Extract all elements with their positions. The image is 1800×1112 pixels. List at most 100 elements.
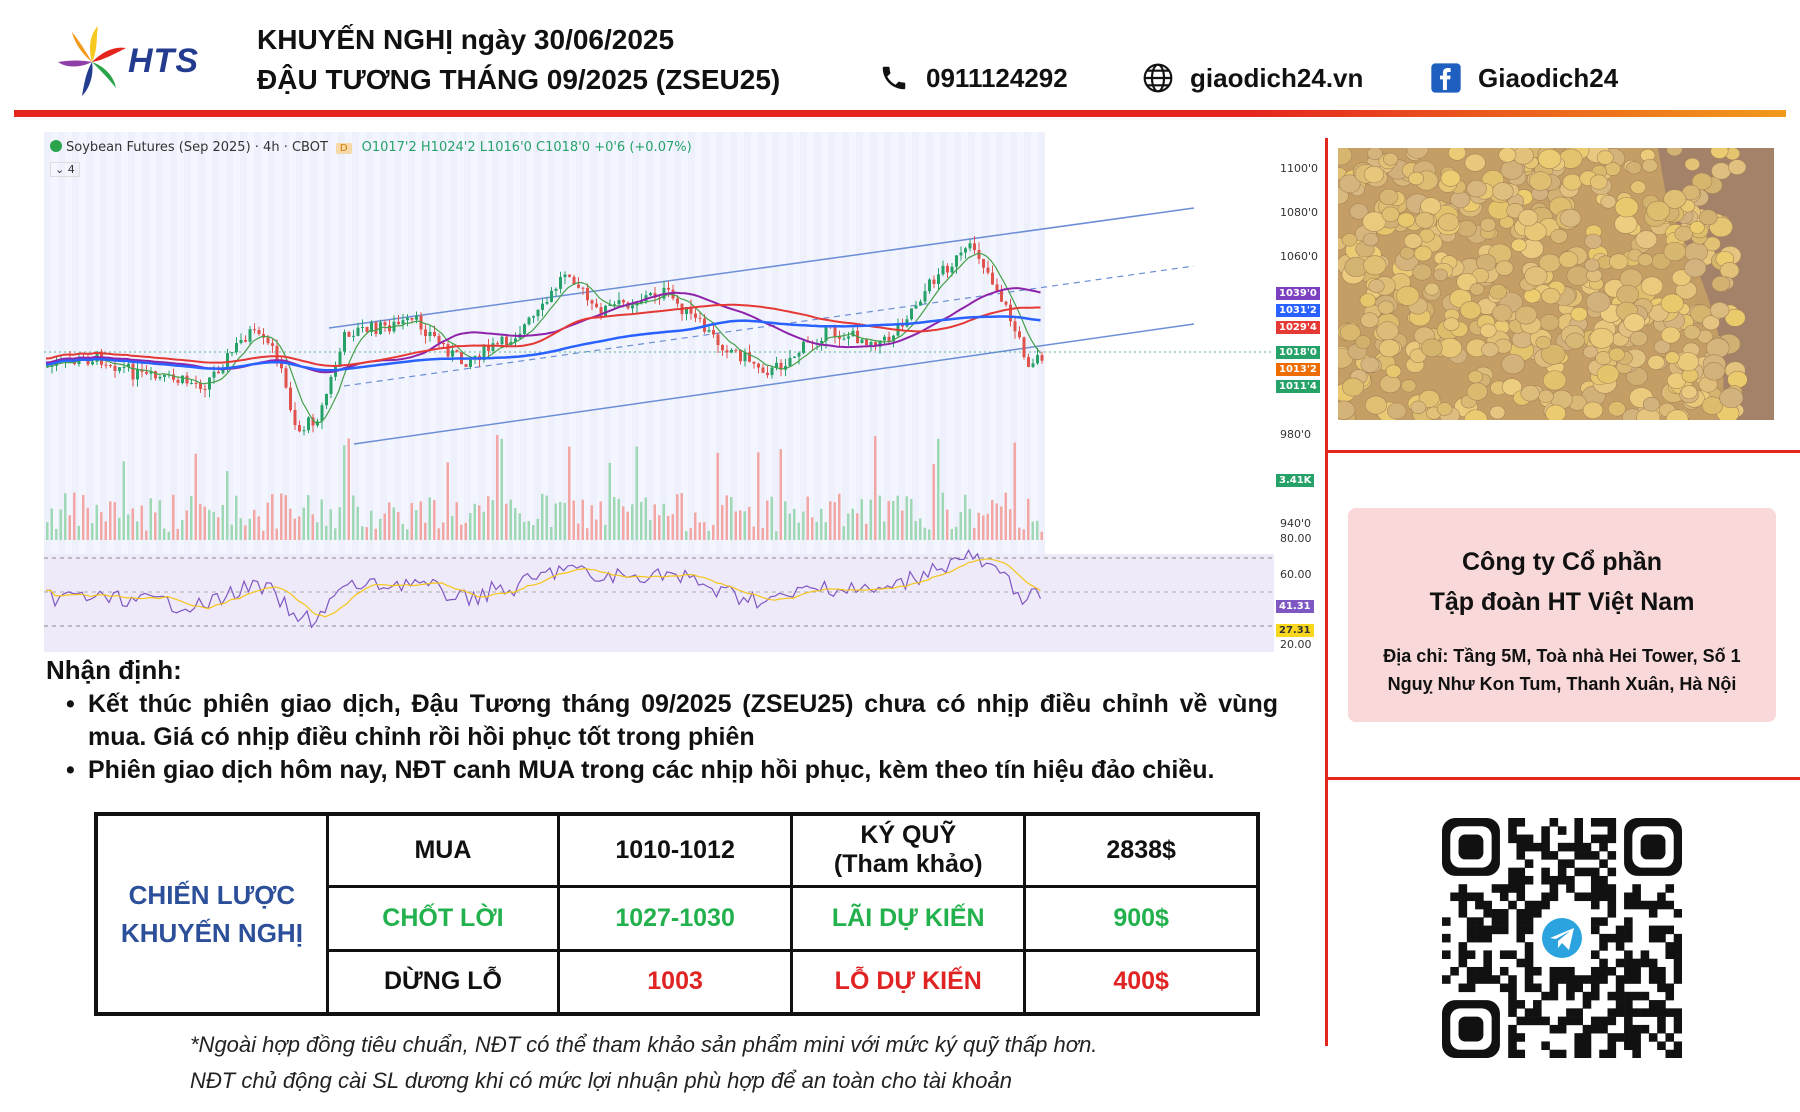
- price-label: 1031'2: [1276, 304, 1320, 317]
- qr-module: [1508, 950, 1517, 959]
- volume-bar: [208, 509, 211, 540]
- session-band: [212, 132, 219, 652]
- volume-bar: [500, 438, 503, 540]
- telegram-qr-code[interactable]: [1442, 818, 1682, 1058]
- volume-bar: [847, 513, 850, 540]
- qr-module: [1516, 1016, 1526, 1026]
- price-label: 1013'2: [1276, 363, 1320, 376]
- qr-module: [1516, 818, 1526, 827]
- volume-bar: [811, 517, 814, 540]
- soybean: [1410, 400, 1427, 414]
- volume-bar: [136, 521, 139, 540]
- qr-module: [1549, 983, 1559, 993]
- qr-module: [1582, 1000, 1592, 1009]
- candle-body: [865, 339, 868, 345]
- qr-module: [1483, 900, 1492, 910]
- qr-module: [1508, 1008, 1517, 1017]
- session-band: [380, 132, 387, 652]
- facebook-contact[interactable]: Giaodich24: [1428, 60, 1618, 96]
- volume-bar: [712, 524, 715, 540]
- volume-bar: [122, 461, 125, 540]
- photo-overlay: [1338, 148, 1774, 420]
- volume-bar: [878, 495, 881, 540]
- candle-body: [901, 324, 904, 327]
- soybean: [1684, 258, 1707, 278]
- soybean: [1338, 148, 1353, 166]
- qr-module: [1491, 925, 1501, 935]
- session-band: [1038, 132, 1045, 652]
- volume-bar: [64, 493, 67, 540]
- qr-module: [1607, 933, 1617, 943]
- soybean: [1364, 395, 1388, 415]
- candle-body: [487, 345, 490, 351]
- website-contact[interactable]: giaodich24.vn: [1140, 60, 1363, 96]
- qr-module: [1533, 1000, 1542, 1009]
- analysis-heading: Nhận định:: [46, 655, 182, 685]
- volume-bar: [100, 512, 103, 540]
- volume-bar: [887, 501, 890, 540]
- session-band: [436, 132, 443, 652]
- phone-contact[interactable]: 0911124292: [876, 60, 1068, 96]
- qr-module: [1607, 851, 1617, 860]
- qr-module: [1590, 991, 1600, 1001]
- candle-body: [739, 350, 742, 362]
- volume-bar: [581, 499, 584, 540]
- candle-body: [622, 300, 625, 303]
- qr-module: [1590, 975, 1600, 984]
- volume-bar: [532, 524, 535, 540]
- soybean: [1640, 276, 1664, 296]
- soybean: [1683, 325, 1701, 340]
- candle-body: [676, 298, 679, 304]
- soybean: [1433, 268, 1448, 282]
- session-band: [646, 132, 653, 652]
- candle-body: [1013, 321, 1017, 332]
- volume-bar: [293, 518, 296, 540]
- candle-body: [874, 342, 877, 347]
- qr-module: [1533, 842, 1542, 852]
- qr-module: [1590, 875, 1600, 885]
- price-label: 1039'0: [1276, 287, 1320, 300]
- session-band: [156, 132, 163, 652]
- candle-body: [860, 339, 864, 344]
- qr-module: [1499, 909, 1509, 918]
- qr-module: [1632, 900, 1641, 910]
- session-band: [856, 132, 863, 652]
- qr-module: [1541, 834, 1550, 844]
- qr-module: [1524, 925, 1534, 935]
- qr-module: [1475, 933, 1484, 943]
- price-label: 1011'4: [1276, 380, 1320, 393]
- rsi-signal-label: 27.31: [1276, 624, 1314, 637]
- qr-finder-core: [1458, 834, 1484, 860]
- volume-bar: [194, 453, 197, 540]
- candle-body: [964, 248, 967, 253]
- soybean: [1671, 269, 1692, 287]
- qr-module: [1657, 983, 1666, 993]
- candle-body: [244, 339, 247, 342]
- candle-body: [590, 300, 594, 304]
- globe-icon: [1140, 60, 1176, 96]
- qr-module: [1566, 975, 1575, 984]
- volume-bar: [671, 514, 674, 540]
- candle-body: [559, 277, 562, 289]
- qr-module: [1624, 933, 1633, 943]
- qr-module: [1657, 975, 1666, 984]
- candle-body: [545, 301, 549, 304]
- session-band: [996, 132, 1003, 652]
- session-band: [576, 132, 583, 652]
- candle-body: [932, 279, 936, 284]
- volume-bar: [469, 513, 472, 540]
- qr-module: [1466, 975, 1476, 984]
- soybean: [1724, 308, 1746, 327]
- qr-module: [1582, 1024, 1592, 1034]
- qr-module: [1557, 975, 1567, 984]
- qr-module: [1615, 958, 1625, 968]
- qr-module: [1624, 1024, 1633, 1034]
- volume-bar: [478, 505, 481, 540]
- soybean: [1684, 157, 1701, 171]
- indicator-toggle[interactable]: ⌄ 4: [50, 162, 80, 177]
- qr-module: [1607, 966, 1617, 976]
- candle-body: [217, 371, 220, 374]
- qr-module: [1673, 942, 1682, 951]
- candle-body: [374, 322, 378, 335]
- soybean: [1635, 230, 1658, 249]
